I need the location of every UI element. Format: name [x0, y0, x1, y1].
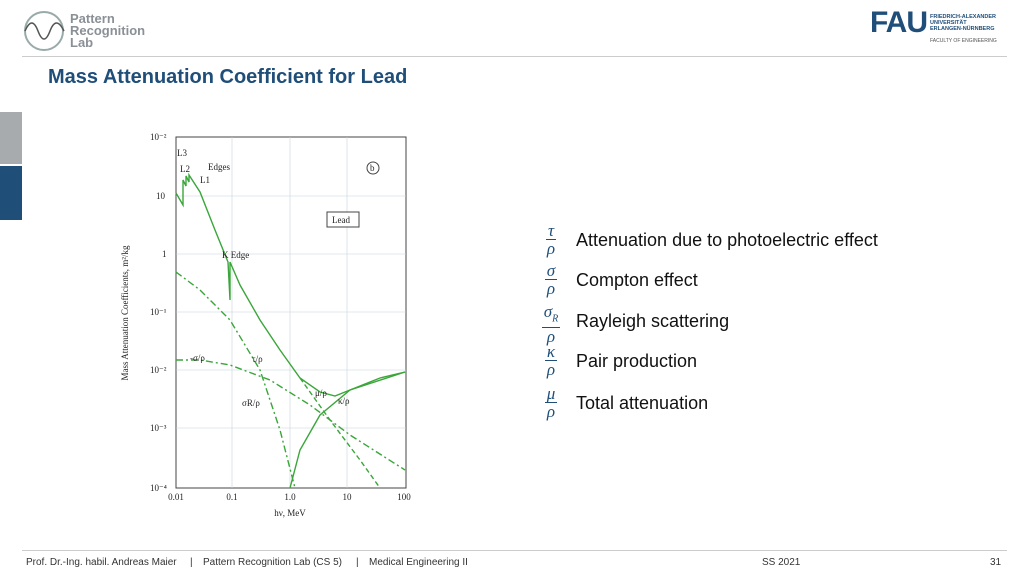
numerator: τ	[545, 221, 557, 240]
y-tick-label: 10⁻²	[150, 365, 167, 375]
x-axis-label: hν, MeV	[274, 508, 306, 518]
denominator: ρ	[546, 239, 556, 258]
side-tab	[0, 166, 22, 220]
lab-line: Lab	[70, 35, 94, 50]
x-tick-label: 1.0	[284, 492, 296, 502]
slide-title: Mass Attenuation Coefficient for Lead	[48, 66, 408, 88]
annotation: σR/ρ	[242, 398, 260, 408]
numerator: μ	[544, 384, 558, 403]
fau-logo: FAU	[870, 6, 928, 39]
x-tick-label: 0.01	[168, 492, 184, 502]
legend-item: κ ρ Pair production	[536, 343, 956, 383]
y-tick-label: 10⁻⁴	[150, 483, 167, 493]
annotation: Lead	[332, 215, 350, 225]
lab-line: Pattern	[70, 11, 115, 26]
annotation: κ/ρ	[338, 396, 350, 406]
x-tick-label: 100	[397, 492, 411, 502]
fau-line: ERLANGEN-NÜRNBERG	[930, 26, 995, 32]
annotation: τ/ρ	[252, 354, 263, 364]
numerator-symbol: τ	[547, 221, 555, 240]
plot-frame	[175, 136, 407, 489]
y-tick-label: 10	[156, 191, 166, 201]
header-rule	[22, 56, 1007, 57]
annotation: L1	[200, 175, 210, 185]
legend-item: σR ρ Rayleigh scattering	[536, 303, 956, 345]
numerator: κ	[544, 342, 558, 361]
legend-item: σ ρ Compton effect	[536, 262, 956, 302]
material-box	[326, 211, 360, 228]
y-tick-label: 1	[162, 249, 167, 259]
legend-text: Pair production	[576, 351, 698, 371]
fau-lines: FRIEDRICH-ALEXANDER UNIVERSITÄT ERLANGEN…	[930, 14, 996, 32]
legend-item: τ ρ Attenuation due to photoelectric effec…	[536, 222, 956, 262]
footer-page: 31	[990, 557, 1002, 568]
side-tab	[0, 112, 22, 164]
panel-circle	[366, 161, 380, 175]
numerator: σR	[541, 302, 561, 329]
y-tick-label: 10⁻¹	[150, 307, 167, 317]
numerator-symbol: μ	[546, 384, 556, 403]
footer-author: Prof. Dr.-Ing. habil. Andreas Maier	[26, 557, 177, 568]
annotation: -σ/ρ	[190, 353, 205, 363]
denominator: ρ	[546, 402, 556, 421]
annotation: b	[370, 163, 375, 173]
denominator: ρ	[546, 279, 556, 298]
numerator: σ	[544, 261, 558, 280]
footer-course: Medical Engineering II	[369, 557, 468, 568]
subscript: R	[552, 313, 559, 325]
curves	[175, 172, 406, 489]
sep: |	[356, 557, 359, 568]
y-axis-label: Mass Attenuation Coefficients, m²/kg	[120, 245, 130, 381]
lab-line: Recognition	[70, 23, 146, 38]
footer-term: SS 2021	[762, 557, 801, 568]
numerator-symbol: κ	[546, 342, 556, 361]
denominator: ρ	[546, 360, 556, 379]
x-tick-label: 0.1	[226, 492, 237, 502]
x-tick-label: 10	[343, 492, 353, 502]
legend-item: μ ρ Total attenuation	[536, 385, 956, 425]
legend-text: Total attenuation	[576, 393, 709, 413]
fraction: σR ρ	[536, 303, 566, 345]
fau-line: FRIEDRICH-ALEXANDER	[930, 14, 996, 20]
faculty: FACULTY OF ENGINEERING	[930, 38, 997, 44]
y-tick-label: 10⁻²	[150, 132, 167, 142]
denominator: ρ	[546, 327, 556, 347]
lab-name: Pattern Recognition Lab	[70, 11, 146, 50]
fau-line: UNIVERSITÄT	[930, 20, 967, 26]
numerator-symbol: σ	[543, 302, 553, 321]
annotation: L2	[180, 164, 190, 174]
annotation: K Edge	[222, 250, 249, 260]
legend-text: Rayleigh scattering	[576, 311, 730, 331]
y-tick-label: 10⁻³	[150, 423, 167, 433]
sep: |	[190, 557, 193, 568]
grid	[176, 137, 406, 488]
legend-text: Attenuation due to photoelectric effect	[576, 230, 878, 250]
annotation: μ/ρ	[315, 388, 327, 398]
lab-logo	[24, 11, 65, 51]
footer-rule	[22, 550, 1007, 551]
figure: 10⁻² 10 1 10⁻¹ 10⁻² 10⁻³ 10⁻⁴ 0.01 0.1 1…	[120, 132, 411, 518]
annotation: L3	[177, 148, 187, 158]
numerator-symbol: σ	[546, 261, 556, 280]
legend-text: Compton effect	[576, 270, 698, 290]
annotation: Edges	[208, 162, 230, 172]
footer-lab: Pattern Recognition Lab (CS 5)	[203, 557, 342, 568]
